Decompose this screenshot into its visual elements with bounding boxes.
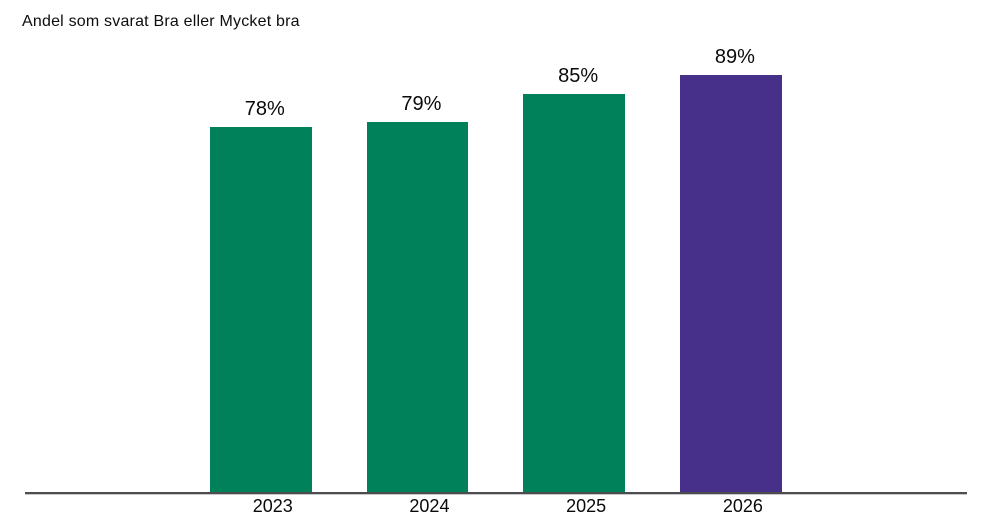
bar-value-label: 89% bbox=[714, 46, 755, 69]
x-axis-tick-label: 2026 bbox=[722, 496, 763, 516]
bar-2025 bbox=[523, 93, 625, 493]
x-axis-tick-label: 2024 bbox=[409, 496, 450, 516]
bar-2023 bbox=[210, 126, 312, 493]
x-axis-line bbox=[25, 492, 967, 494]
x-axis-tick-label: 2023 bbox=[252, 496, 293, 516]
bar-value-label: 78% bbox=[244, 97, 285, 120]
x-axis-tick-label: 2025 bbox=[566, 496, 607, 516]
bar-value-label: 79% bbox=[401, 93, 442, 116]
bar-2026 bbox=[680, 75, 782, 493]
bar-2024 bbox=[366, 122, 469, 493]
bar-value-label: 85% bbox=[558, 64, 599, 87]
chart-title: Andel som svarat Bra eller Mycket bra bbox=[22, 13, 300, 30]
